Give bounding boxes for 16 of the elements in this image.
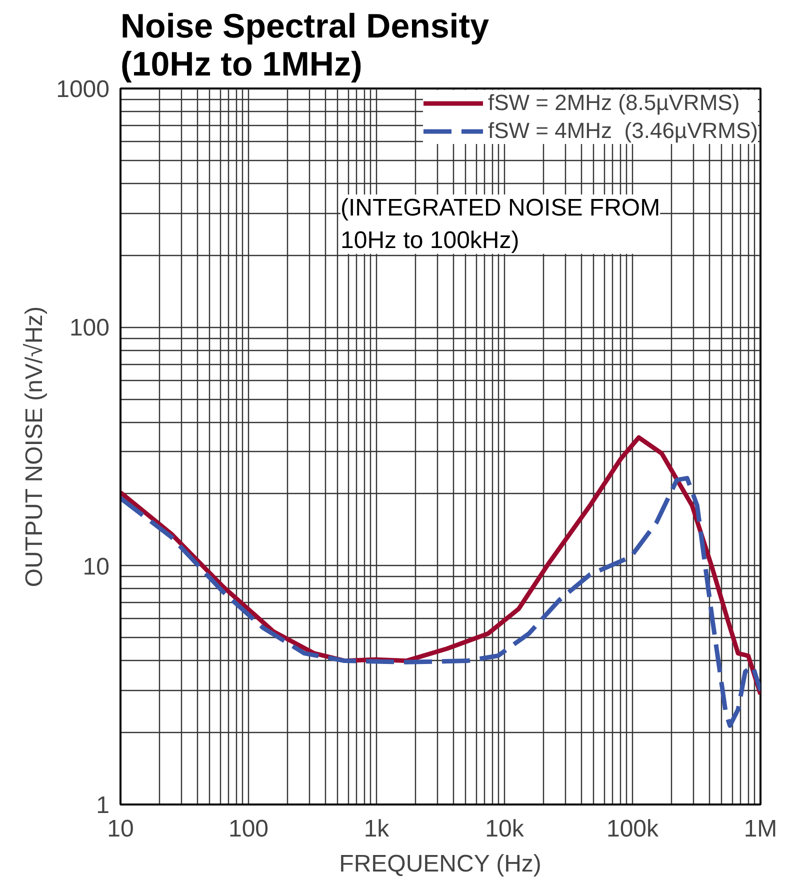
y-tick-label: 1 bbox=[96, 792, 110, 819]
chart-title: Noise Spectral Density (10Hz to 1MHz) bbox=[120, 8, 490, 84]
x-axis-title: FREQUENCY (Hz) bbox=[339, 850, 542, 878]
legend-label: fSW = 4MHz (3.46µVRMS) bbox=[488, 118, 758, 144]
x-tick-label: 1k bbox=[364, 816, 390, 842]
x-tick-label: 10k bbox=[485, 816, 525, 842]
y-tick-label: 1000 bbox=[56, 76, 110, 103]
y-tick-label: 10 bbox=[82, 553, 110, 580]
x-tick-label: 100k bbox=[606, 816, 660, 842]
legend-label: fSW = 2MHz (8.5µVRMS) bbox=[488, 90, 740, 116]
y-tick-label: 100 bbox=[69, 314, 110, 342]
x-tick-label: 10 bbox=[107, 816, 134, 842]
x-tick-label: 100 bbox=[228, 816, 269, 842]
annotation: (INTEGRATED NOISE FROM 10Hz to 100kHz) bbox=[340, 194, 660, 254]
y-axis-title: OUTPUT NOISE (nV/√Hz) bbox=[21, 306, 48, 588]
x-tick-label: 1M bbox=[744, 816, 778, 842]
